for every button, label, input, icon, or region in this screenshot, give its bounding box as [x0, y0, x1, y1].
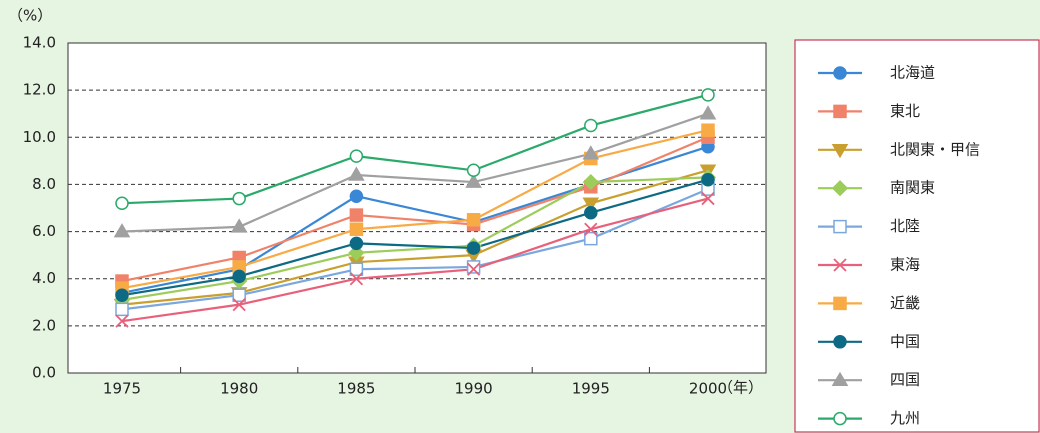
marker	[232, 298, 246, 312]
x-tick-label: 1990	[455, 380, 493, 398]
marker	[701, 123, 715, 137]
x-tick-label: 2000	[689, 380, 727, 398]
marker	[466, 260, 481, 274]
marker	[115, 196, 129, 211]
legend-marker	[831, 144, 849, 159]
x-unit: （年）	[718, 379, 763, 397]
marker	[584, 118, 598, 133]
marker	[232, 288, 246, 302]
series-line	[121, 188, 709, 311]
series-line	[121, 129, 709, 290]
marker	[701, 88, 715, 102]
marker	[232, 191, 246, 206]
marker	[582, 145, 600, 160]
series-line	[121, 112, 709, 233]
marker	[349, 208, 364, 222]
legend-label: 東海	[890, 256, 920, 274]
legend-label: 南関東	[890, 179, 935, 197]
legend-marker	[831, 371, 849, 386]
marker	[349, 262, 364, 277]
y-tick-label: 4.0	[32, 269, 56, 287]
legend-label: 北陸	[890, 217, 920, 235]
marker	[466, 213, 481, 227]
legend-label: 中国	[890, 332, 920, 350]
series-line	[121, 176, 709, 302]
legend-label: 四国	[890, 371, 920, 389]
legend-marker	[833, 219, 847, 234]
marker	[349, 222, 364, 236]
marker	[115, 314, 129, 328]
marker	[466, 241, 481, 255]
legend-marker	[833, 66, 847, 80]
marker	[466, 163, 481, 178]
series-line	[121, 136, 709, 283]
marker	[349, 189, 364, 203]
marker	[584, 231, 598, 246]
marker	[348, 166, 365, 181]
y-tick-label: 14.0	[23, 34, 56, 52]
legend-marker	[833, 335, 847, 349]
y-tick-label: 10.0	[23, 128, 56, 146]
marker	[113, 223, 131, 238]
y-tick-label: 6.0	[32, 222, 56, 240]
legend-marker	[833, 411, 847, 426]
marker	[230, 218, 248, 233]
marker	[584, 205, 598, 220]
marker	[701, 191, 715, 206]
marker	[232, 269, 246, 284]
legend-label: 北関東・甲信	[890, 140, 980, 158]
marker	[701, 172, 715, 187]
y-tick-label: 0.0	[32, 364, 56, 382]
marker	[582, 197, 600, 212]
marker	[349, 272, 364, 286]
marker	[466, 262, 481, 276]
marker	[349, 236, 364, 251]
marker	[465, 173, 482, 188]
y-tick-label: 12.0	[23, 81, 56, 99]
series-line	[121, 178, 709, 297]
legend-label: 東北	[890, 102, 920, 120]
y-tick-label: 2.0	[32, 316, 56, 334]
legend-label: 北海道	[890, 64, 935, 82]
series-line	[121, 169, 709, 306]
y-unit: （%）	[8, 7, 52, 25]
series-line	[121, 93, 709, 205]
legend-marker	[831, 180, 849, 197]
marker	[584, 222, 598, 236]
x-tick-label: 1985	[337, 380, 375, 398]
marker	[348, 244, 365, 261]
legend-marker	[833, 296, 847, 311]
legend-label: 近畿	[890, 294, 920, 312]
x-tick-label: 1975	[103, 380, 141, 398]
legend-marker	[833, 258, 847, 272]
x-tick-label: 1995	[572, 380, 610, 398]
marker	[582, 174, 599, 191]
marker	[115, 302, 129, 317]
plot-area	[67, 42, 767, 374]
legend-marker	[833, 104, 847, 119]
legend-box	[794, 39, 1040, 433]
marker	[349, 149, 364, 163]
marker	[699, 105, 717, 120]
series-line	[121, 197, 709, 323]
x-tick-label: 1980	[220, 380, 258, 398]
marker	[115, 288, 129, 302]
legend-label: 九州	[890, 409, 920, 427]
y-tick-label: 8.0	[32, 175, 56, 193]
